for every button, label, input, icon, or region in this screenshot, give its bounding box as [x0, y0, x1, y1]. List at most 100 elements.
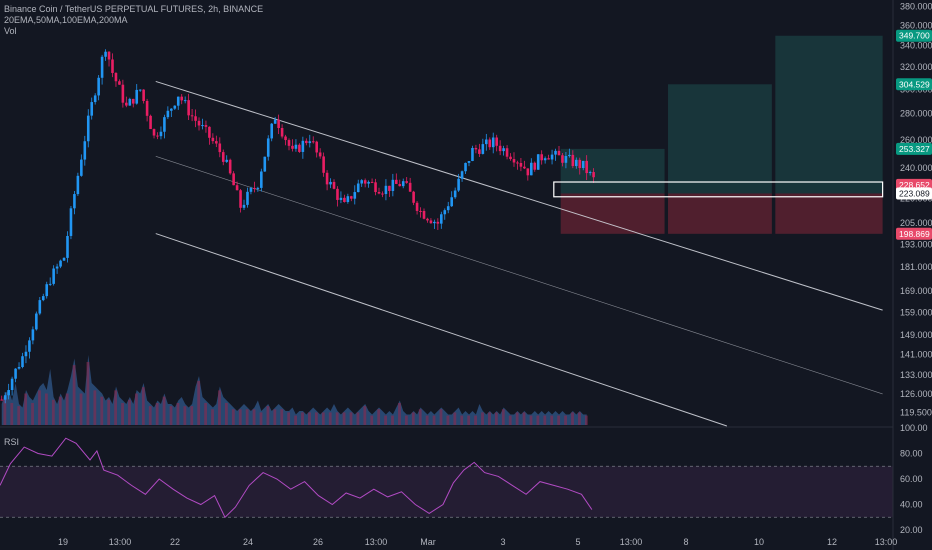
candle-body — [194, 116, 197, 121]
volume-bar — [79, 393, 83, 425]
candle-body — [253, 188, 256, 190]
candle — [118, 79, 121, 85]
candle — [568, 148, 571, 158]
candle-body — [377, 192, 381, 194]
candle — [457, 173, 460, 192]
candle-body — [118, 81, 121, 85]
entry-rectangle — [553, 181, 884, 198]
candle-body — [208, 126, 211, 138]
candle — [478, 143, 481, 157]
candle — [325, 170, 329, 191]
rsi-label[interactable]: RSI — [4, 437, 20, 447]
candle-body — [152, 129, 156, 136]
candle — [315, 140, 319, 158]
candle-body — [561, 155, 564, 163]
volume-bar — [155, 402, 159, 425]
candle — [66, 231, 69, 263]
indicator-list[interactable]: 20EMA,50MA,100EMA,200MA — [4, 15, 128, 25]
candle — [52, 265, 55, 286]
candle — [443, 208, 447, 220]
candle — [111, 53, 114, 78]
candle-body — [211, 137, 215, 142]
profit-zone-3 — [775, 35, 883, 194]
rsi-tick-label: 40.00 — [900, 500, 923, 510]
volume-bar — [218, 390, 221, 425]
candle-body — [35, 313, 38, 330]
volume-bar — [224, 402, 228, 425]
volume-bar — [453, 412, 457, 425]
candle — [329, 178, 332, 189]
channel-line-lower — [155, 233, 728, 427]
candle — [422, 208, 426, 220]
candle — [156, 132, 159, 140]
volume-bar — [370, 415, 374, 425]
candle-body — [412, 191, 415, 203]
volume-bar — [128, 399, 131, 425]
candle — [395, 173, 398, 185]
candle-body — [128, 98, 132, 106]
candle-body — [353, 192, 357, 199]
candle-body — [526, 168, 530, 176]
candle — [581, 160, 585, 171]
candle-body — [450, 197, 453, 207]
candle-body — [509, 156, 512, 160]
candle — [235, 181, 239, 191]
volume-bar — [404, 415, 408, 425]
candle-body — [346, 196, 350, 202]
candle — [495, 134, 498, 152]
candle-body — [256, 187, 260, 189]
candle-body — [90, 102, 94, 116]
volume-bar — [321, 412, 325, 425]
rsi-tick-label: 100.00 — [900, 423, 928, 433]
volume-bar — [114, 390, 118, 425]
candle-body — [568, 154, 571, 157]
volume-bar — [494, 412, 498, 425]
candle — [363, 178, 367, 188]
candle — [571, 150, 575, 169]
candle — [485, 133, 488, 151]
candle — [391, 173, 395, 197]
price-tick-label: 340.000 — [900, 41, 932, 51]
candle — [353, 185, 357, 205]
candle-body — [24, 351, 28, 357]
time-tick-label: 13:00 — [620, 537, 643, 547]
candle-body — [395, 179, 398, 184]
candle — [419, 207, 422, 218]
volume-bar — [578, 412, 581, 425]
candle-body — [298, 144, 301, 152]
candle — [232, 171, 235, 186]
candle — [574, 157, 578, 169]
candle — [218, 137, 222, 158]
candle — [41, 293, 45, 302]
candle — [183, 96, 187, 104]
candle-body — [201, 125, 204, 127]
candle-body — [429, 220, 433, 224]
time-tick-label: 12 — [827, 537, 837, 547]
price-badge-bg — [896, 142, 932, 155]
candle-body — [440, 214, 443, 224]
candle-body — [163, 117, 166, 132]
candles — [0, 49, 595, 404]
time-tick-label: 13:00 — [875, 537, 898, 547]
candle — [59, 259, 62, 269]
time-tick-label: 8 — [683, 537, 688, 547]
candle-body — [76, 175, 80, 195]
candle — [415, 200, 419, 215]
candle — [481, 138, 485, 155]
candle-body — [523, 166, 526, 169]
candle — [585, 155, 588, 181]
candle-body — [502, 148, 505, 152]
volume-bar — [176, 402, 180, 425]
candle-body — [86, 115, 90, 142]
volume-bar — [86, 362, 90, 425]
price-tick-label: 149.000 — [900, 330, 932, 340]
volume-label[interactable]: Vol — [4, 26, 17, 36]
candle-body — [360, 180, 363, 184]
candle — [249, 186, 253, 195]
candle — [491, 132, 495, 154]
candle — [540, 150, 543, 165]
candle — [453, 187, 457, 199]
candle — [31, 326, 35, 345]
volume-bar — [148, 406, 152, 425]
